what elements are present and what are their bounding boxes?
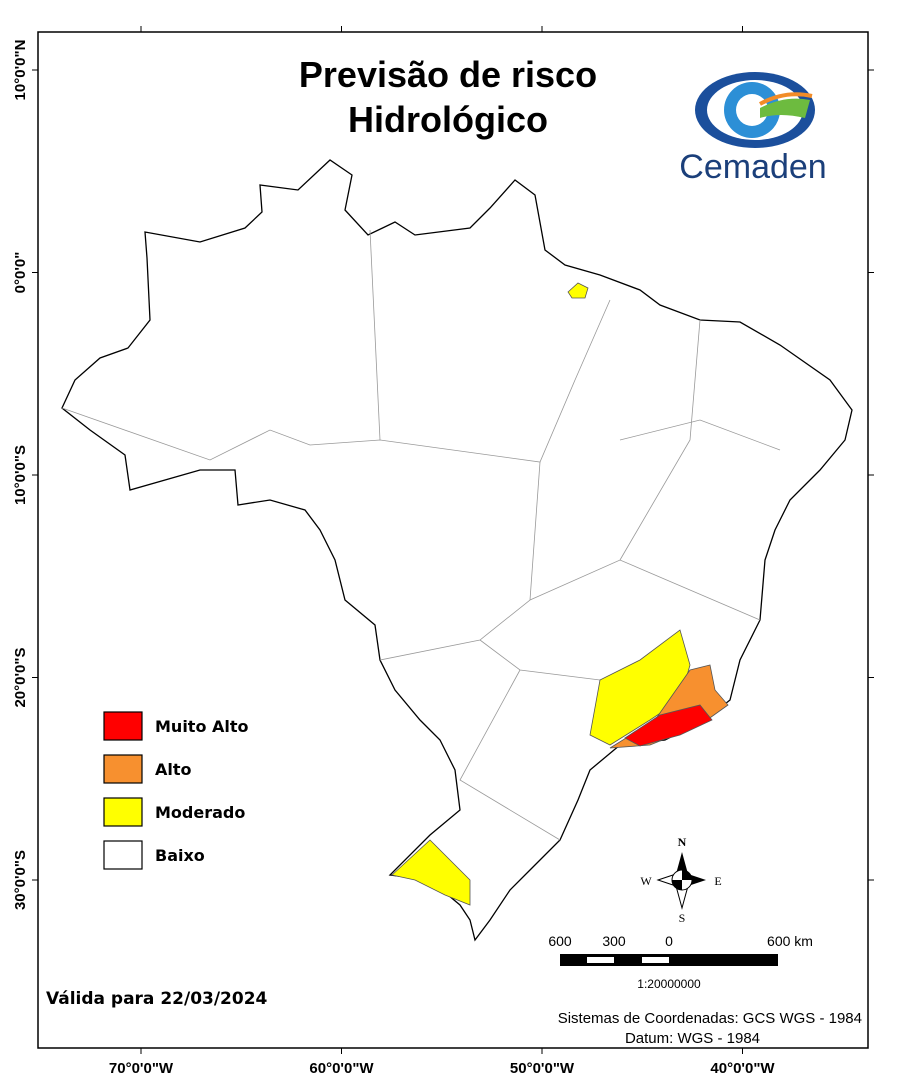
scale-label: 0 xyxy=(665,933,673,949)
longitude-label: 70°0'0"W xyxy=(109,1060,174,1077)
scale-label: 600 xyxy=(548,933,572,949)
scale-label: 300 xyxy=(602,933,626,949)
coordinate-system: Sistemas de Coordenadas: GCS WGS - 1984 xyxy=(558,1010,862,1027)
country-outline xyxy=(61,159,853,942)
legend-label: Baixo xyxy=(155,846,205,865)
legend-label: Moderado xyxy=(155,803,245,822)
compass: N S E W xyxy=(640,835,721,925)
compass-label: E xyxy=(714,874,721,888)
risk-region xyxy=(567,282,589,299)
latitude-label: 10°0'0"N xyxy=(12,40,29,101)
logo: Cemaden xyxy=(679,72,827,186)
risk-region xyxy=(391,839,471,906)
validity: Válida para 22/03/2024 xyxy=(46,989,268,1009)
legend-label: Muito Alto xyxy=(155,717,249,736)
latitude-label: 30°0'0"S xyxy=(12,850,29,910)
latitude-label: 20°0'0"S xyxy=(12,647,29,707)
longitude-label: 40°0'0"W xyxy=(710,1060,775,1077)
map-frame xyxy=(37,31,869,1049)
scale-ratio: 1:20000000 xyxy=(637,977,701,991)
latitude-label: 0°0'0" xyxy=(12,252,29,294)
legend: Muito Alto Alto Moderado Baixo xyxy=(103,711,249,870)
datum: Datum: WGS - 1984 xyxy=(625,1030,760,1047)
compass-label: W xyxy=(640,874,652,888)
longitude-label: 60°0'0"W xyxy=(309,1060,374,1077)
scale-bar: 600 300 0 600 km 1:20000000 xyxy=(548,933,813,991)
coordinate-labels: 10°0'0"N 0°0'0" 10°0'0"S 20°0'0"S 30°0'0"S 70… xyxy=(12,26,874,1077)
legend-label: Alto xyxy=(155,760,192,779)
latitude-label: 10°0'0"S xyxy=(12,445,29,505)
logo-text: Cemaden xyxy=(679,148,826,186)
legend-swatch xyxy=(103,754,143,784)
legend-swatch xyxy=(103,711,143,741)
legend-swatch xyxy=(103,840,143,870)
longitude-label: 50°0'0"W xyxy=(510,1060,575,1077)
legend-swatch xyxy=(103,797,143,827)
compass-label: S xyxy=(679,911,686,925)
scale-label: 600 km xyxy=(767,933,813,949)
risk-region xyxy=(609,664,729,749)
risk-region xyxy=(624,704,713,747)
title-line: Hidrológico xyxy=(348,99,548,140)
compass-label: N xyxy=(678,835,687,849)
internal-borders xyxy=(61,229,781,841)
title-line: Previsão de risco xyxy=(299,54,597,95)
